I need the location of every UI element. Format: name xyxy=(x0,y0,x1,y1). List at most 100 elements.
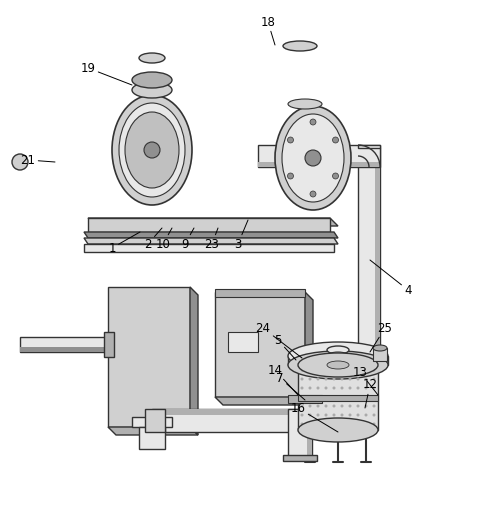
Ellipse shape xyxy=(12,154,28,170)
Polygon shape xyxy=(358,148,380,348)
Ellipse shape xyxy=(309,422,312,425)
Ellipse shape xyxy=(372,405,376,408)
Ellipse shape xyxy=(364,395,367,399)
Ellipse shape xyxy=(310,119,316,125)
Text: 10: 10 xyxy=(156,228,172,250)
Polygon shape xyxy=(139,427,165,449)
Ellipse shape xyxy=(125,112,179,188)
Ellipse shape xyxy=(275,106,351,210)
Text: 12: 12 xyxy=(363,379,378,408)
Ellipse shape xyxy=(357,422,360,425)
Text: 24: 24 xyxy=(256,321,302,358)
Polygon shape xyxy=(215,292,305,397)
Polygon shape xyxy=(104,332,114,357)
Ellipse shape xyxy=(325,378,328,380)
Ellipse shape xyxy=(332,386,335,389)
Ellipse shape xyxy=(332,405,335,408)
Polygon shape xyxy=(88,218,330,232)
Ellipse shape xyxy=(357,395,360,399)
Ellipse shape xyxy=(288,351,388,379)
Ellipse shape xyxy=(139,53,165,63)
Ellipse shape xyxy=(309,369,312,372)
Ellipse shape xyxy=(341,422,344,425)
Polygon shape xyxy=(307,409,312,457)
Text: 9: 9 xyxy=(181,228,194,250)
Ellipse shape xyxy=(357,378,360,380)
Polygon shape xyxy=(298,395,378,401)
Ellipse shape xyxy=(348,378,351,380)
Ellipse shape xyxy=(348,386,351,389)
Polygon shape xyxy=(20,337,108,352)
Ellipse shape xyxy=(327,346,349,354)
Ellipse shape xyxy=(364,414,367,416)
Polygon shape xyxy=(258,162,380,167)
Ellipse shape xyxy=(341,369,344,372)
Ellipse shape xyxy=(325,414,328,416)
Ellipse shape xyxy=(372,386,376,389)
Text: 5: 5 xyxy=(274,334,296,360)
Ellipse shape xyxy=(282,114,344,202)
Polygon shape xyxy=(132,417,172,427)
Polygon shape xyxy=(373,348,387,361)
Ellipse shape xyxy=(288,137,294,143)
Ellipse shape xyxy=(327,361,349,369)
Ellipse shape xyxy=(325,386,328,389)
Ellipse shape xyxy=(283,41,317,51)
Ellipse shape xyxy=(364,405,367,408)
Ellipse shape xyxy=(309,395,312,399)
Text: 14: 14 xyxy=(267,364,298,395)
Text: 1: 1 xyxy=(108,232,140,255)
Ellipse shape xyxy=(341,378,344,380)
Ellipse shape xyxy=(341,405,344,408)
Ellipse shape xyxy=(348,395,351,399)
Ellipse shape xyxy=(316,386,319,389)
Ellipse shape xyxy=(348,422,351,425)
Text: 19: 19 xyxy=(81,61,132,85)
Ellipse shape xyxy=(300,369,303,372)
Ellipse shape xyxy=(332,395,335,399)
Ellipse shape xyxy=(332,173,339,179)
Ellipse shape xyxy=(341,386,344,389)
Ellipse shape xyxy=(372,422,376,425)
Polygon shape xyxy=(84,232,338,238)
Ellipse shape xyxy=(357,386,360,389)
Polygon shape xyxy=(88,218,338,226)
Polygon shape xyxy=(358,145,380,148)
Polygon shape xyxy=(305,292,313,405)
Ellipse shape xyxy=(341,414,344,416)
Ellipse shape xyxy=(132,72,172,88)
Ellipse shape xyxy=(332,414,335,416)
Ellipse shape xyxy=(364,369,367,372)
Ellipse shape xyxy=(144,142,160,158)
Ellipse shape xyxy=(341,395,344,399)
Polygon shape xyxy=(258,145,380,167)
Polygon shape xyxy=(298,365,378,430)
Ellipse shape xyxy=(119,103,185,197)
Ellipse shape xyxy=(325,369,328,372)
Ellipse shape xyxy=(372,395,376,399)
Ellipse shape xyxy=(348,369,351,372)
Polygon shape xyxy=(288,395,322,403)
Ellipse shape xyxy=(310,191,316,197)
Polygon shape xyxy=(215,397,313,405)
Polygon shape xyxy=(84,238,338,244)
Text: 3: 3 xyxy=(234,220,248,250)
Text: 4: 4 xyxy=(370,260,412,297)
Ellipse shape xyxy=(357,405,360,408)
Text: 2: 2 xyxy=(144,228,162,250)
Ellipse shape xyxy=(325,422,328,425)
Polygon shape xyxy=(288,409,312,457)
Ellipse shape xyxy=(300,414,303,416)
Ellipse shape xyxy=(300,378,303,380)
Ellipse shape xyxy=(316,422,319,425)
Text: 13: 13 xyxy=(352,366,378,395)
Ellipse shape xyxy=(364,422,367,425)
Ellipse shape xyxy=(300,395,303,399)
Polygon shape xyxy=(108,427,198,435)
Polygon shape xyxy=(152,409,310,432)
Ellipse shape xyxy=(309,414,312,416)
Text: 18: 18 xyxy=(260,16,276,45)
Ellipse shape xyxy=(372,414,376,416)
Text: 7: 7 xyxy=(276,372,305,400)
Ellipse shape xyxy=(327,352,349,360)
